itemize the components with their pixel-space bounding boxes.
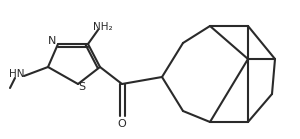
Text: O: O (118, 119, 126, 129)
Text: HN: HN (9, 69, 25, 79)
Text: NH₂: NH₂ (93, 22, 113, 32)
Text: N: N (48, 36, 56, 46)
Text: S: S (78, 82, 85, 92)
